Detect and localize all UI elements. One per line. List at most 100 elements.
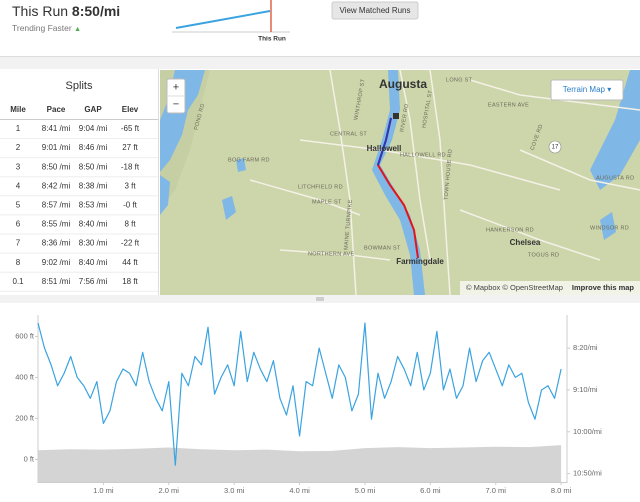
split-cell: 3 xyxy=(16,162,21,171)
split-cell: 8:55 /mi xyxy=(42,220,71,229)
split-cell: -65 ft xyxy=(121,124,140,133)
split-cell: 5 xyxy=(16,201,21,210)
trend-text: Trending Faster xyxy=(12,23,72,33)
split-cell: 3 ft xyxy=(124,181,136,190)
road-label: TOWN HOUSE RD xyxy=(443,149,453,201)
column-header: Elev xyxy=(122,105,139,114)
split-cell: 8:36 /mi xyxy=(42,239,71,248)
split-cell: 44 ft xyxy=(122,258,138,267)
elevation-area xyxy=(38,445,562,482)
split-cell: 8:51 /mi xyxy=(42,277,71,286)
road-label: WINDSOR RD xyxy=(590,225,629,231)
x-tick-label: 5.0 mi xyxy=(355,486,376,495)
pond xyxy=(236,158,246,172)
kennebec-river xyxy=(372,70,425,295)
place: Augusta xyxy=(379,77,427,91)
trend-line xyxy=(175,10,271,29)
y-tick-label: 600 ft xyxy=(15,331,35,340)
splits-panel: Splits Mile Pace GAP Elev 1 8:41 /mi 9:04 /mi -… xyxy=(0,80,158,292)
column-header: GAP xyxy=(84,105,102,114)
column-header: Mile xyxy=(10,105,26,114)
road-label: NORTHERN AVE xyxy=(308,251,355,257)
y-tick-label: 400 ft xyxy=(15,372,35,381)
split-cell: -0 ft xyxy=(123,201,138,210)
y2-tick-label: 8:20/mi xyxy=(573,343,598,352)
route-shield xyxy=(548,140,562,154)
roads xyxy=(249,69,640,296)
pace-line xyxy=(37,322,562,466)
split-cell: 7:56 /mi xyxy=(79,277,108,286)
map[interactable]: Augusta Hallowell Farmingdale Chelsea CE… xyxy=(160,69,640,296)
title: This Run xyxy=(12,3,68,19)
trend-chart-label: This Run xyxy=(258,36,286,43)
matched-runs-button[interactable] xyxy=(331,1,419,20)
road-label: LONG ST xyxy=(446,77,473,83)
split-cell: 8:42 /mi xyxy=(42,181,71,190)
run-title: This Run 8:50/mi xyxy=(12,3,120,19)
splits-title: Splits xyxy=(66,80,93,92)
x-tick-label: 3.0 mi xyxy=(224,486,245,495)
split-cell: 1 xyxy=(16,124,21,133)
attribution[interactable]: © Mapbox © OpenStreetMap xyxy=(466,283,563,292)
split-cell: 8:38 /mi xyxy=(79,181,108,190)
split-cell: 0.1 xyxy=(12,277,24,286)
lake xyxy=(160,175,170,215)
road-label: MAINE TURNPIKE xyxy=(343,199,353,250)
trend: Trending Faster ▲ xyxy=(12,23,81,33)
x-tick-label: 2.0 mi xyxy=(159,486,180,495)
split-cell: 9:02 /mi xyxy=(42,258,71,267)
map-style-button[interactable] xyxy=(550,79,624,101)
improve-map[interactable]: Improve this map xyxy=(572,283,635,292)
split-cell: 18 ft xyxy=(122,277,138,286)
split-cell: 8:40 /mi xyxy=(79,258,108,267)
y2-tick-label: 10:00/mi xyxy=(573,427,602,436)
split-cell: 8:30 /mi xyxy=(79,239,108,248)
route-number: 17 xyxy=(552,145,559,151)
resize-bar[interactable] xyxy=(0,295,640,303)
button-label[interactable]: View Matched Runs xyxy=(340,6,411,15)
elevation-pace-chart: 0 ft 200 ft 400 ft 600 ft 8:20/mi 9:10/mi 10:0… xyxy=(15,315,602,495)
split-cell: 8:41 /mi xyxy=(42,124,71,133)
header-bg xyxy=(0,0,640,56)
x-tick-label: 7.0 mi xyxy=(486,486,507,495)
x-tick-label: 1.0 mi xyxy=(93,486,114,495)
lake xyxy=(590,70,640,190)
split-cell: 4 xyxy=(16,181,21,190)
place: Hallowell xyxy=(367,144,402,153)
road-label: LITCHFIELD RD xyxy=(298,184,343,190)
zoom-out[interactable]: − xyxy=(173,98,179,110)
column-header: Pace xyxy=(47,105,66,114)
map-bg xyxy=(160,70,640,295)
zoom-in[interactable]: + xyxy=(173,81,179,93)
pond xyxy=(222,196,236,220)
road-label: HANKERSON RD xyxy=(486,227,534,233)
split-cell: 9:04 /mi xyxy=(79,124,108,133)
x-tick-label: 8.0 mi xyxy=(551,486,572,495)
trend-icon: ▲ xyxy=(74,26,81,33)
x-tick-label: 6.0 mi xyxy=(420,486,441,495)
pace: 8:50/mi xyxy=(72,3,120,19)
split-cell: -22 ft xyxy=(121,239,140,248)
split-cell: 8 ft xyxy=(124,220,136,229)
y-tick-label: 200 ft xyxy=(15,413,35,422)
road-label: BOWMAN ST xyxy=(364,245,401,251)
split-cell: 27 ft xyxy=(122,143,138,152)
road-label: CENTRAL ST xyxy=(330,131,367,137)
road-label: RIVER RD xyxy=(399,103,410,132)
road-label: TOGUS RD xyxy=(528,252,559,258)
pond xyxy=(600,212,616,240)
split-cell: -18 ft xyxy=(121,162,140,171)
place: Farmingdale xyxy=(396,257,444,266)
split-cell: 8:50 /mi xyxy=(42,162,71,171)
split-cell: 8:46 /mi xyxy=(79,143,108,152)
place: Chelsea xyxy=(510,238,541,247)
split-cell: 2 xyxy=(16,143,21,152)
split-cell: 9:01 /mi xyxy=(42,143,71,152)
map-style-label[interactable]: Terrain Map ▾ xyxy=(563,85,611,94)
split-cell: 8:40 /mi xyxy=(79,220,108,229)
split-cell: 8:53 /mi xyxy=(79,201,108,210)
road-label: MAPLE ST xyxy=(312,199,342,205)
split-cell: 8 xyxy=(16,258,21,267)
